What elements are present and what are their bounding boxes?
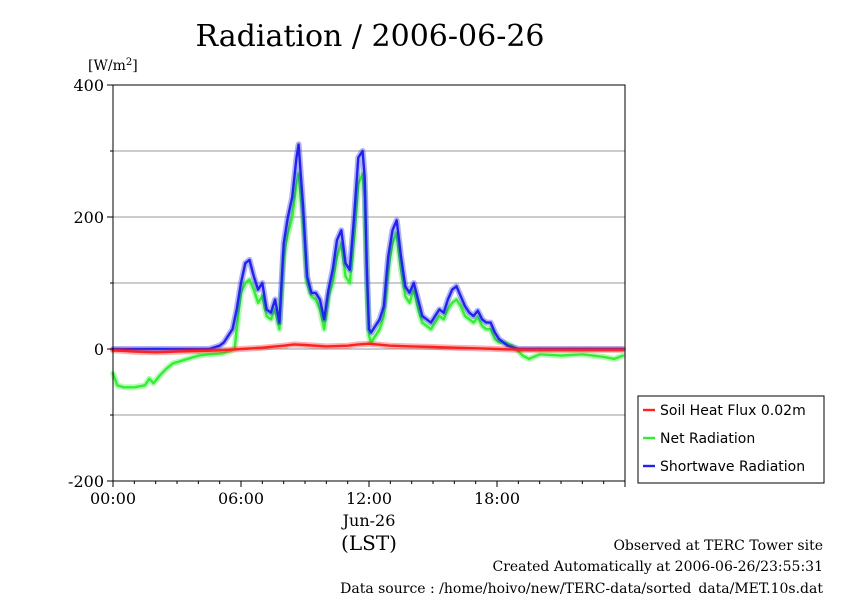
series-line-shortwave-radiation (111, 143, 625, 351)
legend-label: Shortwave Radiation (660, 459, 805, 475)
legend: Soil Heat Flux 0.02m Net Radiation Shortwa… (637, 395, 825, 484)
series-line-soil-heat-flux-0-02m (111, 342, 625, 354)
footer-data-source: Data source : /home/hoivo/new/TERC-data/… (340, 581, 823, 595)
footer-created: Created Automatically at 2006-06-26/23:5… (492, 559, 823, 575)
x-tick-label: 06:00 (218, 489, 264, 508)
x-axis-label: (LST) (341, 531, 397, 555)
x-date-label: Jun-26 (341, 511, 396, 530)
y-tick-label: -200 (68, 472, 104, 491)
x-tick-label: 12:00 (346, 489, 392, 508)
series-layer (110, 141, 626, 391)
legend-label: Soil Heat Flux 0.02m (660, 403, 806, 419)
x-tick-label: 18:00 (474, 489, 520, 508)
footer-site: Observed at TERC Tower site (613, 538, 823, 554)
series-line-net-radiation (111, 172, 625, 389)
legend-items: Soil Heat Flux 0.02m Net Radiation Shortwa… (643, 403, 806, 475)
chart-title: Radiation / 2006-06-26 (195, 19, 544, 54)
y-tick-label: 400 (73, 76, 104, 95)
y-tick-label: 200 (73, 208, 104, 227)
y-axis-ticks: -200 0 200 400 (68, 76, 113, 491)
y-axis-unit: [W/m2] (88, 57, 138, 74)
x-axis-ticks: 00:00 06:00 12:00 18:00 (90, 481, 626, 508)
x-tick-label: 00:00 (90, 489, 136, 508)
y-tick-label: 0 (94, 340, 104, 359)
legend-label: Net Radiation (660, 431, 755, 447)
legend-box (637, 395, 825, 484)
